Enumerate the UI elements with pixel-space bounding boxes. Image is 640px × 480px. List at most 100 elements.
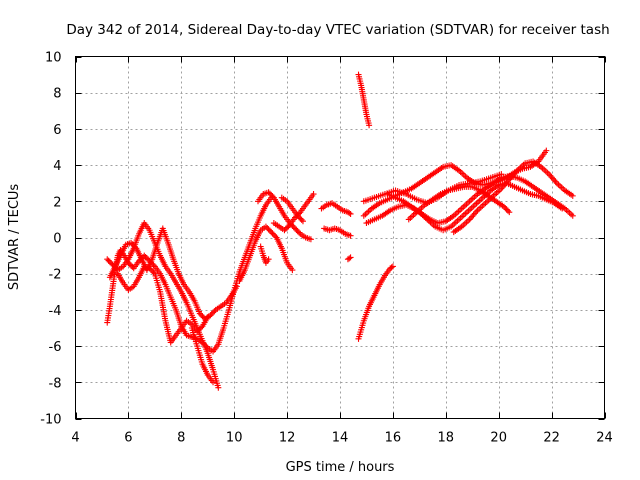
series-track-4 xyxy=(114,263,211,346)
x-tick-label: 22 xyxy=(543,431,560,446)
data-point xyxy=(389,263,396,270)
y-tick-label: 10 xyxy=(45,51,62,66)
y-tick-label: 8 xyxy=(53,87,61,102)
data-point xyxy=(204,314,211,321)
data-point-interp xyxy=(147,266,154,273)
data-point-interp xyxy=(149,267,156,274)
x-tick-label: 18 xyxy=(438,431,455,446)
data-point xyxy=(215,384,222,391)
data-point xyxy=(281,227,288,234)
series-track-7 xyxy=(257,243,272,266)
series-track-15 xyxy=(355,263,396,342)
x-tick-label: 8 xyxy=(177,431,185,446)
series-track-13 xyxy=(344,254,354,263)
x-tick-labels: 4 6 8 10 12 14 16 18 20 22 24 xyxy=(71,431,612,446)
series-track-12 xyxy=(321,225,354,239)
data-point xyxy=(500,203,507,210)
data-point-interp xyxy=(132,244,139,251)
y-tick-label: -6 xyxy=(49,340,62,355)
data-point xyxy=(268,229,275,236)
series-track-6 xyxy=(236,223,296,284)
series-track-3 xyxy=(106,225,240,322)
x-tick-label: 6 xyxy=(124,431,132,446)
data-point-interp xyxy=(128,262,135,269)
data-point-interp xyxy=(503,206,510,213)
data-point-interp xyxy=(298,216,305,223)
data-point xyxy=(294,212,301,219)
data-point-interp xyxy=(265,226,272,233)
data-point-interp xyxy=(211,308,218,315)
data-point xyxy=(559,205,566,212)
data-point xyxy=(292,225,299,232)
y-tick-label: -2 xyxy=(49,268,62,283)
data-point xyxy=(307,236,314,243)
data-point-interp xyxy=(296,214,303,221)
data-point-interp xyxy=(269,230,276,237)
data-point xyxy=(506,209,513,216)
data-point-interp xyxy=(268,191,275,198)
data-point xyxy=(265,189,272,196)
axis-ticks xyxy=(75,56,606,420)
series-track-16 xyxy=(360,147,550,219)
data-point-interp xyxy=(269,193,276,200)
data-point-interp xyxy=(346,210,353,217)
grid xyxy=(75,56,605,419)
data-point xyxy=(194,328,201,335)
data-point xyxy=(210,379,217,386)
y-tick-label: -8 xyxy=(49,376,62,391)
y-tick-label: -10 xyxy=(40,413,61,428)
data-point-interp xyxy=(272,233,279,240)
data-point-interp xyxy=(297,215,304,222)
x-tick-label: 16 xyxy=(385,431,402,446)
data-point xyxy=(569,192,576,199)
data-point-interp xyxy=(198,324,205,331)
data-point-interp xyxy=(108,260,115,267)
data-point-interp xyxy=(196,325,203,332)
data-point-interp xyxy=(106,258,113,265)
data-point-interp xyxy=(264,224,271,231)
y-tick-label: 6 xyxy=(53,123,61,138)
data-point-interp xyxy=(296,229,303,236)
y-tick-label: 4 xyxy=(53,159,61,174)
series-track-1 xyxy=(104,194,275,355)
y-tick-labels: -10 -8 -6 -4 -2 0 2 4 6 8 10 xyxy=(40,51,61,428)
data-point-interp xyxy=(210,309,217,316)
data-point-interp xyxy=(199,313,206,320)
data-point xyxy=(498,171,505,178)
x-tick-label: 20 xyxy=(490,431,507,446)
data-point xyxy=(289,267,296,274)
data-point-interp xyxy=(284,224,291,231)
data-point-interp xyxy=(266,227,273,234)
data-point xyxy=(310,191,317,198)
chart-title: Day 342 of 2014, Sidereal Day-to-day VTE… xyxy=(66,22,609,38)
data-point-interp xyxy=(150,269,157,276)
data-point xyxy=(347,254,354,261)
y-tick-label: 2 xyxy=(53,195,61,210)
data-point xyxy=(366,122,373,129)
data-point-interp xyxy=(282,225,289,232)
data-point-interp xyxy=(129,241,136,248)
data-point-interp xyxy=(143,255,150,262)
series-track-5 xyxy=(188,325,217,386)
series-track-8 xyxy=(255,189,314,243)
data-point xyxy=(265,256,272,263)
data-point xyxy=(196,310,203,317)
data-point xyxy=(146,265,153,272)
data-point-interp xyxy=(208,310,215,317)
x-tick-label: 24 xyxy=(596,431,613,446)
data-point xyxy=(543,147,550,154)
x-tick-label: 14 xyxy=(332,431,349,446)
data-point-interp xyxy=(290,224,297,231)
data-point xyxy=(569,212,576,219)
data-point-interp xyxy=(294,228,301,235)
data-point xyxy=(128,239,135,246)
data-point-interp xyxy=(198,311,205,318)
y-axis-label: SDTVAR / TECUs xyxy=(7,184,22,291)
data-point xyxy=(262,223,269,230)
data-point xyxy=(233,283,240,290)
series-track-14 xyxy=(355,71,373,129)
data-point-interp xyxy=(195,327,202,334)
data-point-interp xyxy=(270,231,277,238)
x-axis-label: GPS time / hours xyxy=(286,460,395,475)
